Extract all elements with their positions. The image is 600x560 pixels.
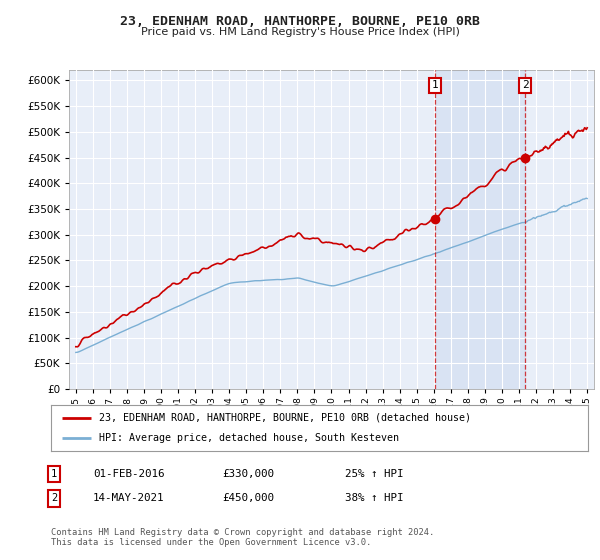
Text: 2: 2 — [51, 493, 57, 503]
Text: Contains HM Land Registry data © Crown copyright and database right 2024.
This d: Contains HM Land Registry data © Crown c… — [51, 528, 434, 547]
Text: HPI: Average price, detached house, South Kesteven: HPI: Average price, detached house, Sout… — [100, 433, 400, 443]
Text: 38% ↑ HPI: 38% ↑ HPI — [345, 493, 404, 503]
Text: £450,000: £450,000 — [222, 493, 274, 503]
Text: 1: 1 — [432, 81, 439, 91]
Text: 23, EDENHAM ROAD, HANTHORPE, BOURNE, PE10 0RB (detached house): 23, EDENHAM ROAD, HANTHORPE, BOURNE, PE1… — [100, 413, 472, 423]
Bar — [435, 70, 526, 389]
Text: Price paid vs. HM Land Registry's House Price Index (HPI): Price paid vs. HM Land Registry's House … — [140, 27, 460, 37]
Text: 23, EDENHAM ROAD, HANTHORPE, BOURNE, PE10 0RB: 23, EDENHAM ROAD, HANTHORPE, BOURNE, PE1… — [120, 15, 480, 27]
Text: 1: 1 — [51, 469, 57, 479]
Text: 2: 2 — [522, 81, 529, 91]
Text: £330,000: £330,000 — [222, 469, 274, 479]
Text: 01-FEB-2016: 01-FEB-2016 — [93, 469, 164, 479]
Text: 25% ↑ HPI: 25% ↑ HPI — [345, 469, 404, 479]
Text: 14-MAY-2021: 14-MAY-2021 — [93, 493, 164, 503]
